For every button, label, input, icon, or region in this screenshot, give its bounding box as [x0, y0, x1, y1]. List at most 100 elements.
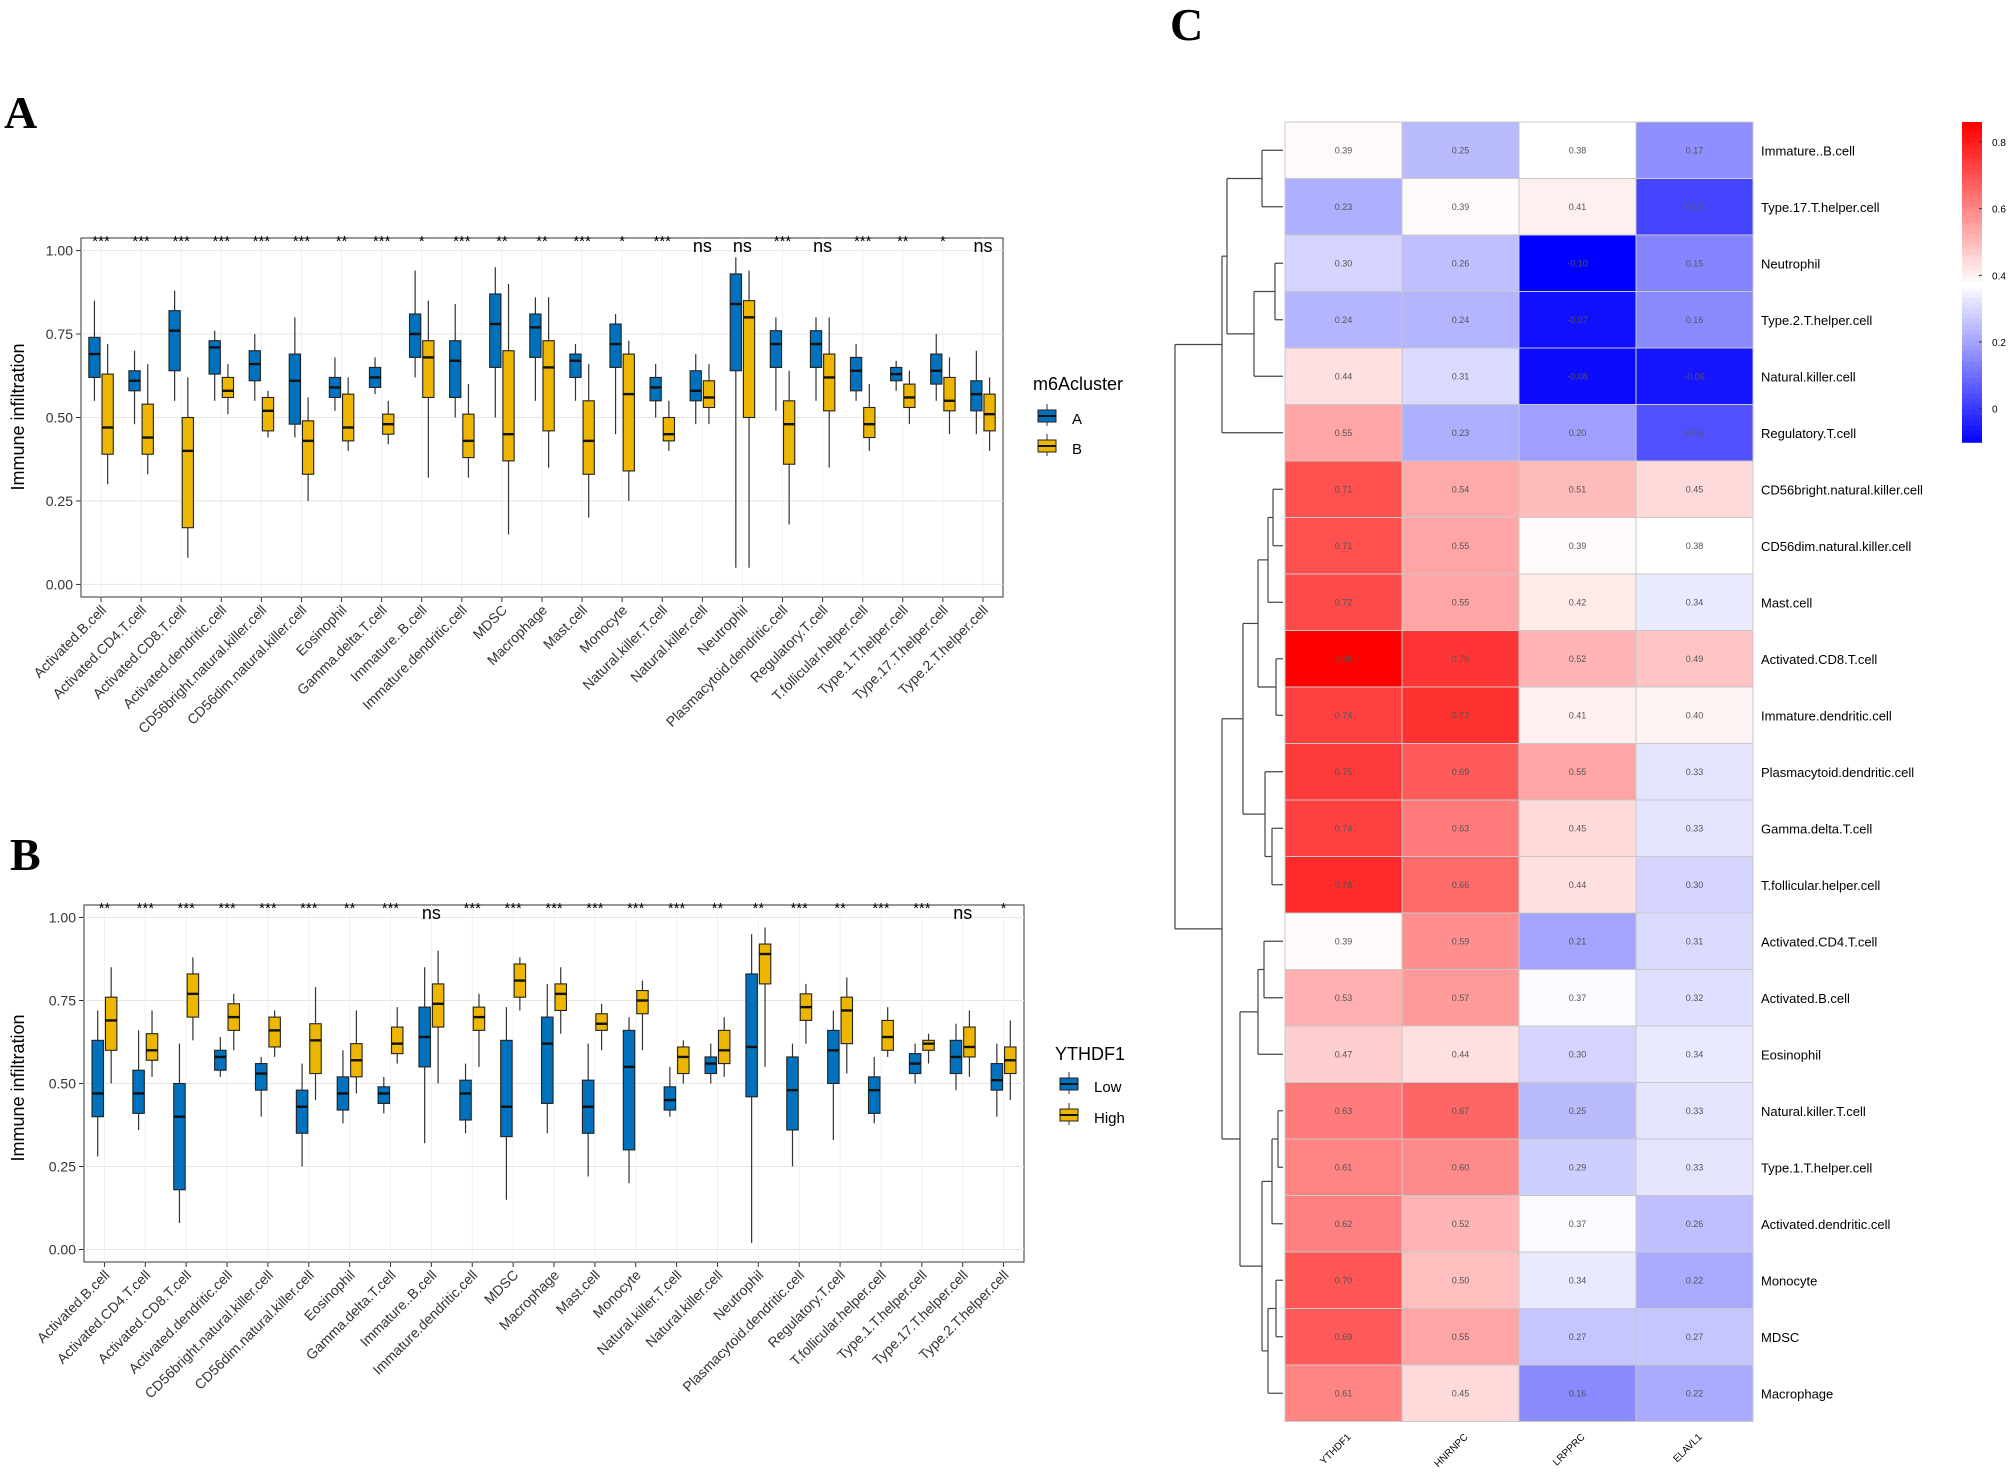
heatmap-cell [1635, 1082, 1754, 1140]
heatmap-cell [1284, 1251, 1403, 1309]
heatmap-cell-value: 0.30 [1335, 258, 1353, 268]
panel-b-ylabel: Immune infiltration [8, 1014, 28, 1161]
heatmap-cell [1401, 1025, 1520, 1083]
heatmap-cell [1518, 743, 1637, 801]
heatmap-cell-value: 0.44 [1569, 880, 1587, 890]
colorbar-segment [1962, 367, 1982, 374]
heatmap-cell [1635, 460, 1754, 518]
heatmap-cell-value: 0.39 [1335, 145, 1353, 155]
heatmap-row-label: Neutrophil [1761, 256, 1820, 271]
heatmap-cell-value: 0.37 [1569, 1219, 1587, 1229]
panel-b-significance: *** [872, 900, 890, 917]
panel-a-box-b [542, 340, 555, 432]
heatmap-cell [1284, 404, 1403, 462]
panel-a-ylabel: Immune infiltration [8, 343, 28, 490]
colorbar-segment [1962, 335, 1982, 342]
heatmap-cell [1635, 856, 1754, 914]
heatmap-cell [1635, 630, 1754, 688]
panel-a-significance: * [619, 233, 625, 250]
colorbar-segment [1962, 415, 1982, 422]
panel-a-significance: ** [536, 233, 548, 250]
panel-a-ytick-label: 0.75 [46, 326, 73, 342]
panel-b-significance: *** [259, 900, 277, 917]
panel-a-significance: *** [172, 233, 190, 250]
heatmap-cell [1284, 1364, 1403, 1422]
heatmap-row-label: Immature.dendritic.cell [1761, 708, 1892, 723]
panel-b-box-low [827, 1029, 840, 1085]
heatmap-cell-value: 0.31 [1686, 936, 1704, 946]
heatmap-cell-value: -0.08 [1567, 371, 1588, 381]
heatmap-cell [1401, 573, 1520, 631]
colorbar-segment [1962, 399, 1982, 406]
heatmap-cell-value: 0.63 [1335, 1106, 1353, 1116]
colorbar-tick-label: 0.2 [1992, 338, 2006, 349]
heatmap-cell [1401, 1364, 1520, 1422]
heatmap-cell [1284, 1025, 1403, 1083]
heatmap-cell [1518, 178, 1637, 236]
panel-a-box-a [769, 330, 783, 368]
panel-b-box-low [91, 1039, 104, 1118]
panel-b-box-low [132, 1069, 145, 1114]
panel-a-box-a [248, 350, 261, 382]
panel-b-box-high [268, 1016, 281, 1048]
heatmap-cell-value: 0.29 [1569, 1162, 1587, 1172]
heatmap-cell [1635, 912, 1754, 970]
panel-b-legend-label-high: High [1094, 1110, 1125, 1127]
panel-a-box-b [622, 353, 635, 472]
heatmap-cell-value: 0.33 [1686, 823, 1704, 833]
colorbar-segment [1962, 276, 1982, 283]
panel-a-significance: *** [774, 233, 792, 250]
panel-a-significance: ns [813, 236, 832, 256]
heatmap-cell [1401, 347, 1520, 405]
heatmap-row-label: Regulatory.T.cell [1761, 426, 1856, 441]
panel-b-box-high [104, 996, 118, 1051]
panel-a-box-b [181, 416, 194, 529]
heatmap-cell-value: 0.51 [1569, 484, 1587, 494]
heatmap-cell [1635, 234, 1754, 292]
panel-a-box-b [462, 413, 475, 459]
panel-a-box-b [342, 393, 355, 442]
panel-a-box-b [782, 400, 796, 465]
panel-a-significance: *** [213, 233, 231, 250]
heatmap-row-label: Activated.CD4.T.cell [1761, 934, 1877, 949]
heatmap-cell-value: 0.34 [1686, 1049, 1704, 1059]
panel-b-ytick-label: 1.00 [49, 909, 76, 925]
heatmap-cell [1401, 856, 1520, 914]
heatmap-cell [1635, 573, 1754, 631]
colorbar-segment [1962, 319, 1982, 326]
heatmap-row-label: Activated.CD8.T.cell [1761, 652, 1877, 667]
heatmap-row-label: Activated.dendritic.cell [1761, 1217, 1890, 1232]
colorbar-segment [1962, 180, 1982, 187]
colorbar-segment [1962, 122, 1982, 129]
heatmap-cell [1518, 404, 1637, 462]
colorbar-segment [1962, 378, 1982, 385]
colorbar-segment [1962, 207, 1982, 214]
panel-b-significance: ** [712, 900, 724, 917]
heatmap-cell [1401, 1251, 1520, 1309]
heatmap-cell-value: -0.06 [1684, 371, 1705, 381]
colorbar-segment [1962, 148, 1982, 155]
heatmap-cell-value: 0.45 [1452, 1388, 1470, 1398]
colorbar-segment [1962, 324, 1982, 331]
colorbar-segment [1962, 186, 1982, 193]
panel-a-legend-title: m6Acluster [1033, 374, 1123, 394]
colorbar-segment [1962, 426, 1982, 433]
heatmap-cell [1635, 1195, 1754, 1253]
panel-a-box-a [729, 273, 742, 372]
colorbar-tick-label: 0.8 [1992, 138, 2006, 149]
heatmap-cell [1635, 517, 1754, 575]
heatmap-cell-value: 0.75 [1335, 767, 1353, 777]
panel-a-box-a [930, 353, 943, 385]
colorbar-segment [1962, 234, 1982, 241]
panel-a-box-b [662, 416, 676, 442]
panel-b-significance: *** [668, 900, 686, 917]
heatmap-cell-value: 0.44 [1335, 371, 1353, 381]
panel-a-box-b [903, 383, 916, 409]
panel-b-significance: *** [218, 900, 236, 917]
colorbar-segment [1962, 356, 1982, 363]
panel-a-box-b [221, 376, 235, 399]
panel-b-significance: *** [300, 900, 318, 917]
panel-b-significance: *** [464, 900, 482, 917]
heatmap-cell-value: 0.86 [1335, 654, 1353, 664]
heatmap-cell-value: 0.45 [1686, 484, 1704, 494]
